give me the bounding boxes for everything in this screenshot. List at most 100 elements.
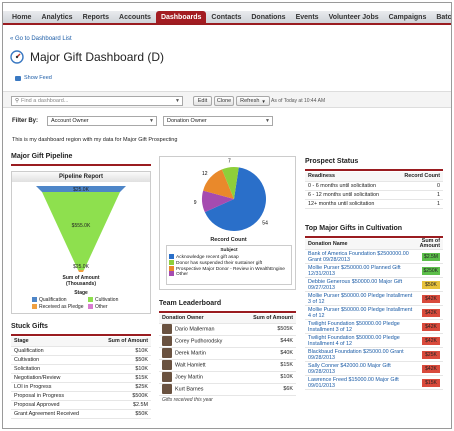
- leaderboard-amount: $15K: [239, 359, 296, 372]
- prospect-count: 0: [394, 181, 443, 191]
- gift-name-link[interactable]: Blackbaud Foundation $25000.00 Grant 09/…: [305, 347, 417, 362]
- pie-record-count-label: Record Count: [210, 237, 247, 243]
- leaderboard-amount: $40K: [239, 347, 296, 360]
- avatar: [162, 360, 172, 370]
- edit-button[interactable]: Edit: [193, 96, 212, 106]
- gift-amount: $2.5M: [422, 252, 440, 261]
- tab-accounts[interactable]: Accounts: [119, 13, 151, 21]
- gift-amount: $42K: [422, 364, 440, 373]
- tab-home[interactable]: Home: [12, 13, 32, 21]
- leaderboard-col-amount: Sum of Amount: [239, 314, 296, 324]
- stuck-amount: $500K: [96, 391, 151, 401]
- tab-batches[interactable]: Batches: [436, 13, 452, 21]
- stuck-amount: $15K: [96, 373, 151, 383]
- tab-campaigns[interactable]: Campaigns: [388, 13, 427, 21]
- search-icon: ⚲: [15, 98, 20, 104]
- tab-events[interactable]: Events: [295, 13, 319, 21]
- filter-account-owner-select[interactable]: Account Owner ▼: [47, 116, 157, 126]
- leaderboard-owner-name: Walt Hamlett: [175, 362, 206, 369]
- gift-name-link[interactable]: Mollie Purser $250000.00 Planned Gift 12…: [305, 263, 417, 278]
- leaderboard-col-owner: Donation Owner: [159, 314, 240, 324]
- prospect-readiness: 12+ months until solicitation: [305, 199, 395, 209]
- back-to-dashboard-list-link[interactable]: « Go to Dashboard List: [10, 36, 72, 42]
- pipeline-report-title: Pipeline Report: [12, 172, 150, 182]
- table-row: Grant Agreement Received $50K: [11, 409, 151, 419]
- top-gifts-table[interactable]: Donation Name Sum of Amount Bank of Ameri…: [305, 238, 443, 390]
- table-row: Solicitation $10K: [11, 364, 151, 374]
- filter-account-owner-value: Account Owner: [51, 118, 89, 124]
- gift-name-link[interactable]: Mollie Purser $50000.00 Pledge Installme…: [305, 305, 417, 320]
- legend-received-as-pledge: Received as Pledge: [32, 304, 83, 310]
- table-row: Twilight Foundation $50000.00 Pledge Ins…: [305, 333, 443, 348]
- gift-name-link[interactable]: Mollie Purser $50000.00 Pledge Installme…: [305, 291, 417, 306]
- chevron-down-icon: ▼: [261, 98, 266, 104]
- gift-name-link[interactable]: Twilight Foundation $50000.00 Pledge Ins…: [305, 319, 417, 334]
- prospect-readiness: 6 - 12 months until solicitation: [305, 190, 395, 200]
- table-row: 6 - 12 months until solicitation 1: [305, 190, 443, 200]
- pie-slice: [202, 190, 234, 213]
- stuck-gifts-table[interactable]: Stage Sum of Amount Qualification $10K Cult…: [11, 337, 151, 419]
- avatar: [162, 384, 172, 394]
- table-row: 0 - 6 months until solicitation 0: [305, 181, 443, 191]
- gift-name-link[interactable]: Debbie Generous $50000.00 Major Gift 09/…: [305, 277, 417, 292]
- pie-legend-item: Donor has suspended their sustainer gift: [169, 259, 289, 266]
- legend-other: Other: [88, 304, 108, 310]
- show-feed-link[interactable]: Show Feed: [15, 75, 52, 81]
- tab-analytics[interactable]: Analytics: [41, 13, 73, 21]
- legend-qualification: Qualification: [32, 297, 67, 303]
- funnel-segment-received-as-pledge: [78, 270, 84, 272]
- clone-button[interactable]: Clone: [214, 96, 234, 106]
- table-row: Walt Hamlett $15K: [159, 359, 296, 372]
- pie-legend-item: Other: [169, 271, 289, 277]
- stuck-col-stage: Stage: [11, 337, 97, 347]
- title-row: Major Gift Dashboard (D): [10, 50, 164, 64]
- as-of-timestamp: As of Today at 10:44 AM: [271, 98, 326, 104]
- table-row: 12+ months until solicitation 1: [305, 199, 443, 209]
- filter-donation-owner-select[interactable]: Donation Owner ▼: [163, 116, 273, 126]
- chevron-down-icon: ▼: [265, 118, 270, 124]
- leaderboard-footer: Gifts received this year: [162, 396, 213, 403]
- top-gifts-rule: [305, 236, 443, 238]
- pipeline-chart-card[interactable]: Pipeline Report $25.0K $555.0K $25.0K Su…: [11, 171, 151, 314]
- prospect-status-table[interactable]: Readiness Record Count 0 - 6 months until…: [305, 172, 443, 209]
- leaderboard-table[interactable]: Donation Owner Sum of Amount Dario Maller…: [159, 314, 296, 404]
- gift-amount: $50K: [422, 280, 440, 289]
- tab-donations[interactable]: Donations: [251, 13, 286, 21]
- gift-name-link[interactable]: Twilight Foundation $50000.00 Pledge Ins…: [305, 333, 417, 348]
- leaderboard-owner-name: Kurt Barnes: [175, 386, 204, 393]
- leaderboard-section-title: Team Leaderboard: [159, 300, 222, 307]
- gift-name-link[interactable]: Sally Conner $42000.00 Major Gift 09/28/…: [305, 361, 417, 376]
- tab-dashboards[interactable]: Dashboards: [155, 11, 207, 23]
- subject-pie-card[interactable]: 54 9 12 7 Record Count Subject Acknowledge …: [159, 156, 296, 290]
- pie-slice-label: 7: [228, 158, 231, 164]
- filter-donation-owner-value: Donation Owner: [167, 118, 207, 124]
- table-row: Sally Conner $42000.00 Major Gift 09/28/…: [305, 361, 443, 376]
- avatar: [162, 372, 172, 382]
- gift-name-link[interactable]: Bank of America Foundation $2500000.00 G…: [305, 249, 417, 264]
- table-row: Corey Pudhorodsky $44K: [159, 335, 296, 348]
- find-dashboard-input[interactable]: ⚲ Find a dashboard... ▼: [11, 96, 183, 106]
- leaderboard-amount: $44K: [239, 335, 296, 348]
- prospect-count: 1: [394, 199, 443, 209]
- gift-name-link[interactable]: Lawrence Freed $15000.00 Major Gift 09/0…: [305, 375, 417, 390]
- page-title: Major Gift Dashboard (D): [30, 50, 165, 64]
- refresh-button[interactable]: Refresh ▼: [236, 96, 270, 106]
- stuck-gifts-section-title: Stuck Gifts: [11, 323, 48, 330]
- tab-volunteer-jobs[interactable]: Volunteer Jobs: [328, 13, 379, 21]
- stuck-stage: Solicitation: [11, 364, 97, 374]
- tab-contacts[interactable]: Contacts: [211, 13, 242, 21]
- funnel-segment-qualification: [36, 186, 126, 192]
- table-row: Mollie Purser $50000.00 Pledge Installme…: [305, 291, 443, 306]
- prospect-status-rule: [305, 169, 443, 171]
- table-row: Blackbaud Foundation $25000.00 Grant 09/…: [305, 347, 443, 362]
- pie-subject-label: Subject: [220, 248, 238, 253]
- refresh-label: Refresh: [240, 98, 260, 104]
- pie-legend-item: Prospective Major Donor - Review in Weal…: [169, 265, 289, 271]
- prospect-col-count: Record Count: [394, 172, 443, 182]
- funnel-segment-cultivation: [42, 192, 120, 270]
- leaderboard-owner-name: Corey Pudhorodsky: [175, 338, 223, 345]
- chevron-down-icon: ▼: [175, 98, 180, 104]
- tab-reports[interactable]: Reports: [82, 13, 110, 21]
- prospect-status-section-title: Prospect Status: [305, 158, 359, 165]
- stuck-stage: Qualification: [11, 346, 97, 356]
